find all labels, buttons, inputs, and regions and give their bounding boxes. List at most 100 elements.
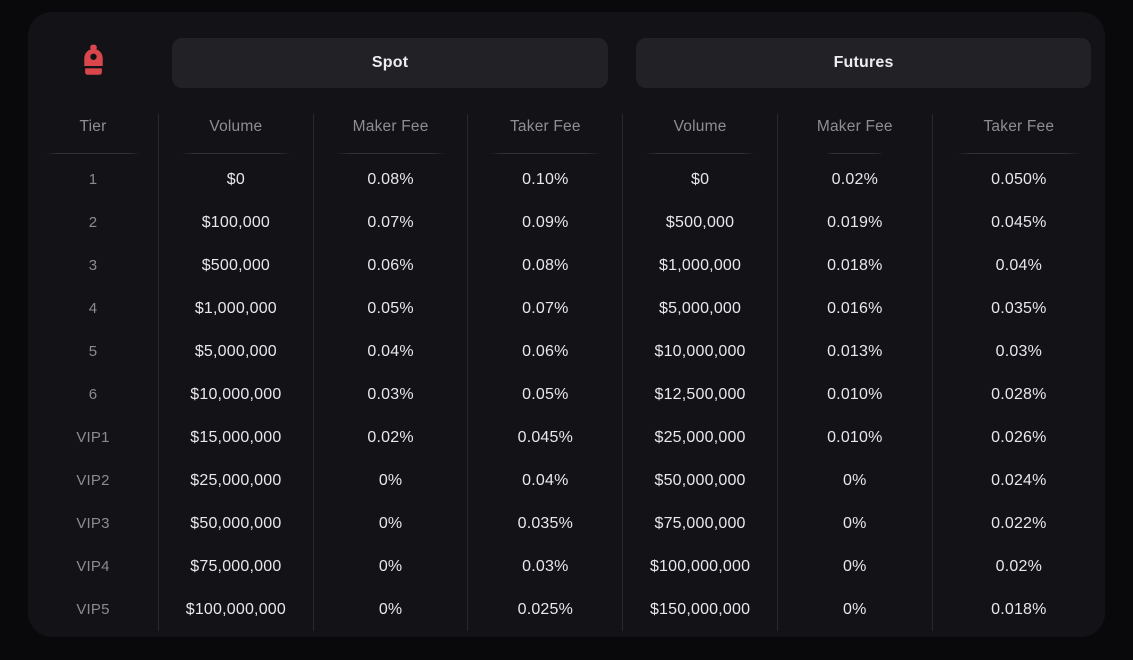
value-cell: $1,000,000	[158, 287, 313, 330]
value-cell: 0.024%	[931, 459, 1105, 502]
value-cell: $150,000,000	[622, 588, 777, 631]
value-cell: $10,000,000	[622, 330, 777, 373]
value-cell: $100,000,000	[622, 545, 777, 588]
value-cell: $0	[158, 158, 313, 201]
value-cell: 0.02%	[931, 545, 1105, 588]
value-cell: 0%	[312, 502, 468, 545]
tier-cell: 3	[88, 257, 98, 274]
header-futures-maker-fee: Maker Fee	[776, 114, 932, 158]
value-cell: 0.08%	[312, 158, 468, 201]
value-cell: $1,000,000	[622, 244, 777, 287]
header-spot-taker-fee: Taker Fee	[467, 114, 622, 158]
value-cell: $75,000,000	[158, 545, 313, 588]
value-cell: $25,000,000	[158, 459, 313, 502]
value-cell: 0%	[776, 545, 932, 588]
tab-spot[interactable]: Spot	[172, 38, 609, 88]
value-cell: $100,000	[158, 201, 313, 244]
value-cell: 0.03%	[931, 330, 1105, 373]
value-cell: $500,000	[622, 201, 777, 244]
value-cell: 0.045%	[931, 201, 1105, 244]
value-cell: $75,000,000	[622, 502, 777, 545]
value-cell: 0.045%	[467, 416, 622, 459]
value-cell: $5,000,000	[622, 287, 777, 330]
tier-cell: 5	[88, 343, 98, 360]
value-cell: 0.07%	[467, 287, 622, 330]
value-cell: 0.050%	[931, 158, 1105, 201]
brand-logo	[28, 38, 158, 88]
value-cell: 0%	[312, 545, 468, 588]
value-cell: 0.026%	[931, 416, 1105, 459]
value-cell: $100,000,000	[158, 588, 313, 631]
table-body: 1 $0 0.08% 0.10% $0 0.02% 0.050% 2 $100,…	[28, 158, 1105, 631]
value-cell: 0.02%	[776, 158, 932, 201]
value-cell: 0.019%	[776, 201, 932, 244]
value-cell: $50,000,000	[158, 502, 313, 545]
value-cell: 0.022%	[931, 502, 1105, 545]
value-cell: 0.08%	[467, 244, 622, 287]
value-cell: 0.07%	[312, 201, 468, 244]
tier-cell: 6	[88, 386, 98, 403]
table-row: VIP3 $50,000,000 0% 0.035% $75,000,000 0…	[28, 502, 1105, 545]
header-spot-volume: Volume	[158, 114, 313, 158]
value-cell: 0.05%	[312, 287, 468, 330]
tier-cell: VIP1	[76, 429, 110, 446]
header-spot-maker-fee: Maker Fee	[312, 114, 468, 158]
header-tier: Tier	[28, 114, 158, 158]
header-futures-volume: Volume	[622, 114, 777, 158]
value-cell: $10,000,000	[158, 373, 313, 416]
table-row: VIP1 $15,000,000 0.02% 0.045% $25,000,00…	[28, 416, 1105, 459]
value-cell: 0%	[312, 588, 468, 631]
value-cell: 0%	[312, 459, 468, 502]
value-cell: 0.018%	[931, 588, 1105, 631]
tier-cell: VIP3	[76, 515, 110, 532]
tab-futures[interactable]: Futures	[636, 38, 1091, 88]
tier-cell: 4	[88, 300, 98, 317]
value-cell: 0.06%	[312, 244, 468, 287]
value-cell: 0.09%	[467, 201, 622, 244]
value-cell: 0.028%	[931, 373, 1105, 416]
value-cell: 0.04%	[467, 459, 622, 502]
table-row: VIP5 $100,000,000 0% 0.025% $150,000,000…	[28, 588, 1105, 631]
table-row: VIP2 $25,000,000 0% 0.04% $50,000,000 0%…	[28, 459, 1105, 502]
table-row: 1 $0 0.08% 0.10% $0 0.02% 0.050%	[28, 158, 1105, 201]
value-cell: 0.035%	[931, 287, 1105, 330]
value-cell: 0.04%	[931, 244, 1105, 287]
header-futures-taker-fee: Taker Fee	[931, 114, 1105, 158]
tabs-row: Spot Futures	[28, 38, 1105, 88]
value-cell: 0.010%	[776, 373, 932, 416]
value-cell: 0%	[776, 502, 932, 545]
value-cell: $15,000,000	[158, 416, 313, 459]
value-cell: 0.035%	[467, 502, 622, 545]
tier-cell: 1	[88, 171, 98, 188]
value-cell: $0	[622, 158, 777, 201]
table-row: 6 $10,000,000 0.03% 0.05% $12,500,000 0.…	[28, 373, 1105, 416]
value-cell: 0.10%	[467, 158, 622, 201]
table-row: 4 $1,000,000 0.05% 0.07% $5,000,000 0.01…	[28, 287, 1105, 330]
value-cell: 0.04%	[312, 330, 468, 373]
table-row: 2 $100,000 0.07% 0.09% $500,000 0.019% 0…	[28, 201, 1105, 244]
tier-cell: 2	[88, 214, 98, 231]
value-cell: $12,500,000	[622, 373, 777, 416]
fee-tier-panel: Spot Futures Tier Volume Maker Fee Taker…	[28, 12, 1105, 637]
table-header-row: Tier Volume Maker Fee Taker Fee Volume M…	[28, 114, 1105, 158]
value-cell: 0.013%	[776, 330, 932, 373]
value-cell: 0.02%	[312, 416, 468, 459]
value-cell: 0.025%	[467, 588, 622, 631]
value-cell: 0.018%	[776, 244, 932, 287]
table-row: 5 $5,000,000 0.04% 0.06% $10,000,000 0.0…	[28, 330, 1105, 373]
tier-cell: VIP2	[76, 472, 110, 489]
value-cell: 0.010%	[776, 416, 932, 459]
value-cell: $500,000	[158, 244, 313, 287]
value-cell: 0.03%	[467, 545, 622, 588]
tier-cell: VIP5	[76, 601, 110, 618]
value-cell: 0%	[776, 588, 932, 631]
table-row: 3 $500,000 0.06% 0.08% $1,000,000 0.018%…	[28, 244, 1105, 287]
tier-cell: VIP4	[76, 558, 110, 575]
value-cell: 0.05%	[467, 373, 622, 416]
value-cell: 0.03%	[312, 373, 468, 416]
value-cell: $25,000,000	[622, 416, 777, 459]
table-row: VIP4 $75,000,000 0% 0.03% $100,000,000 0…	[28, 545, 1105, 588]
value-cell: 0.06%	[467, 330, 622, 373]
backpack-icon	[80, 44, 107, 82]
value-cell: 0.016%	[776, 287, 932, 330]
